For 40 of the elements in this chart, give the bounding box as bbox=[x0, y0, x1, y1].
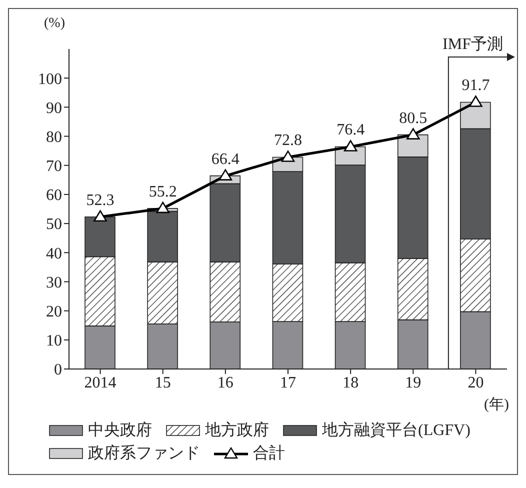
data-label: 52.3 bbox=[86, 192, 114, 209]
data-label: 91.7 bbox=[462, 77, 490, 94]
legend-label: 地方政府 bbox=[205, 420, 269, 441]
y-tick-label: 90 bbox=[46, 100, 62, 117]
data-label: 72.8 bbox=[274, 132, 302, 150]
x-tick-label: 18 bbox=[342, 374, 359, 392]
y-tick-label: 30 bbox=[46, 274, 62, 292]
annotation: IMF予測 bbox=[442, 35, 503, 53]
x-tick-label: 2014 bbox=[84, 374, 116, 392]
point bbox=[344, 140, 358, 152]
y-tick-label: 20 bbox=[46, 304, 62, 320]
y-axis-title: (%) bbox=[44, 16, 66, 31]
data-label: 55.2 bbox=[148, 183, 177, 200]
x-tick-label: 20 bbox=[468, 374, 484, 392]
legend-label: 政府系ファンド bbox=[88, 444, 200, 464]
legend-label: 合計 bbox=[253, 444, 285, 464]
y-tick-label: 10 bbox=[46, 332, 62, 350]
point bbox=[94, 210, 107, 222]
y-tick-label: 100 bbox=[38, 70, 62, 88]
y-tick-label: 40 bbox=[46, 245, 62, 262]
y-tick-label: 50 bbox=[46, 216, 62, 234]
y-tick-label: 60 bbox=[46, 187, 62, 204]
y-tick-label: 70 bbox=[46, 158, 62, 176]
legend-label: 地方融資平台(LGFV) bbox=[322, 420, 470, 441]
x-tick-label: 19 bbox=[405, 374, 422, 392]
x-tick-label: 16 bbox=[217, 374, 234, 392]
data-label: 80.5 bbox=[399, 110, 428, 127]
y-tick-label: 80 bbox=[46, 128, 62, 146]
y-tick-label: 0 bbox=[54, 362, 62, 379]
point bbox=[281, 150, 295, 162]
legend-label: 中央政府 bbox=[88, 420, 152, 441]
x-tick-label: 17 bbox=[280, 374, 296, 392]
x-axis-title: (年) bbox=[483, 396, 510, 414]
point bbox=[469, 96, 482, 107]
point bbox=[218, 169, 232, 180]
point bbox=[156, 202, 170, 214]
point bbox=[406, 128, 420, 140]
x-tick-label: 15 bbox=[154, 374, 171, 392]
data-label: 66.4 bbox=[211, 150, 240, 168]
data-label: 76.4 bbox=[336, 122, 365, 139]
